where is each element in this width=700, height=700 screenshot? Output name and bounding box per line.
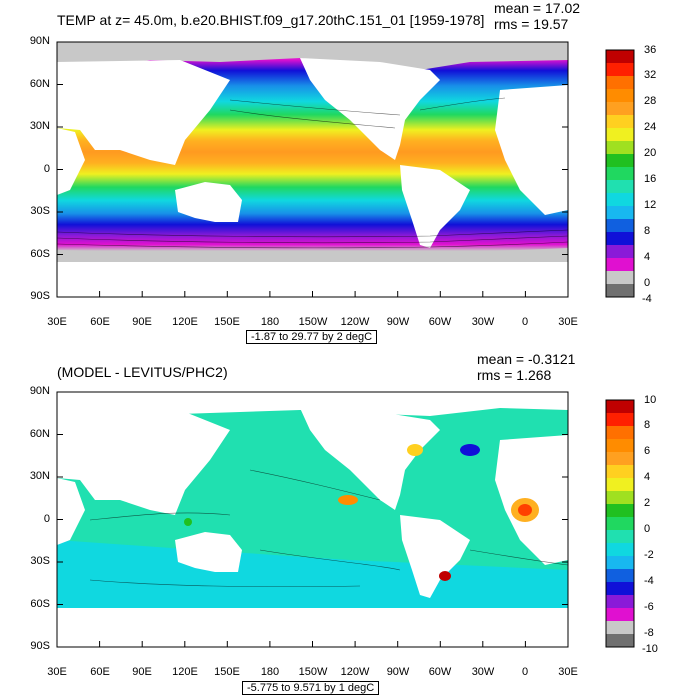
asia-land: [57, 60, 230, 165]
lon-label: 180: [260, 316, 280, 328]
lon-label: 90E: [132, 316, 152, 328]
cold-anomaly: [460, 444, 480, 456]
lon-label: 30E: [47, 316, 67, 328]
colorbar-label: 2: [644, 497, 651, 509]
australia: [175, 532, 242, 572]
panel-title: (MODEL - LEVITUS/PHC2): [57, 364, 228, 380]
lon-label: 60W: [428, 666, 452, 678]
colorbar-label: 8: [644, 419, 651, 431]
colorbar-label: 28: [644, 95, 657, 107]
warm-anomaly: [407, 444, 423, 456]
lat-label: 90S: [30, 290, 50, 302]
lat-label: 60N: [29, 78, 50, 90]
colorbar-label: -2: [644, 549, 654, 561]
difference-map: [56, 391, 635, 648]
lon-label: 120E: [172, 316, 198, 328]
lon-label: 90E: [132, 666, 152, 678]
contour-range-label: -1.87 to 29.77 by 2 degC: [246, 330, 378, 344]
lon-label: 60E: [90, 666, 110, 678]
colorbar-label: 32: [644, 69, 657, 81]
lon-label: 30W: [471, 316, 495, 328]
contour-lines: [56, 97, 569, 249]
axis-ticks: [56, 41, 569, 298]
lat-label: 90N: [29, 385, 50, 397]
colorbar-label: 6: [644, 445, 651, 457]
lon-label: 150W: [298, 666, 328, 678]
australia: [175, 182, 242, 222]
colorbar-label: 4: [644, 471, 651, 483]
lon-label: 180: [260, 666, 280, 678]
lat-label: 30N: [29, 470, 50, 482]
colorbar-label: 20: [644, 147, 657, 159]
lon-label: 150E: [214, 316, 240, 328]
lat-label: 30S: [30, 555, 50, 567]
asia-land: [57, 410, 230, 515]
rms-value: rms = 1.268: [477, 367, 552, 383]
axis-ticks: [56, 391, 569, 648]
mean-value: mean = -0.3121: [477, 351, 576, 367]
lon-label: 120W: [340, 666, 370, 678]
lon-label: 60W: [428, 316, 452, 328]
lon-label: 150E: [214, 666, 240, 678]
colorbar-label: -6: [644, 601, 654, 613]
lon-label: 90W: [386, 316, 410, 328]
south-america: [400, 515, 470, 598]
colorbar-label: -10: [642, 643, 658, 655]
lon-label: 30E: [558, 666, 578, 678]
lon-label: 120E: [172, 666, 198, 678]
south-america: [400, 165, 470, 248]
lat-label: 0: [43, 513, 50, 525]
colorbar-label: 12: [644, 199, 657, 211]
arctic-land: [57, 42, 568, 70]
colorbar-label: 10: [644, 394, 657, 406]
lon-label: 0: [521, 316, 529, 328]
africa-europe: [495, 85, 568, 215]
colorbar-label: -4: [642, 293, 652, 305]
temperature-panel: TEMP at z= 45.0m, b.e20.BHIST.f09_g17.20…: [29, 0, 657, 344]
mean-value: mean = 17.02: [494, 0, 581, 16]
lat-label: 60S: [30, 248, 50, 260]
lat-label: 60N: [29, 428, 50, 440]
lon-label: 120W: [340, 316, 370, 328]
colorbar-label: 0: [644, 523, 651, 535]
north-america: [300, 408, 440, 510]
lon-label: 30W: [471, 666, 495, 678]
rms-value: rms = 19.57: [494, 16, 569, 32]
colorbar-label: 16: [644, 173, 657, 185]
lat-label: 30N: [29, 120, 50, 132]
africa-east: [57, 128, 85, 195]
africa-east: [57, 478, 85, 545]
colorbar-label: 4: [644, 251, 651, 263]
lat-label: 0: [43, 163, 50, 175]
colorbar-label: 24: [644, 121, 657, 133]
north-america: [300, 58, 440, 160]
difference-colorbar: [605, 399, 635, 648]
lon-label: 150W: [298, 316, 328, 328]
colorbar-label: -8: [644, 627, 654, 639]
colorbar-label: 8: [644, 225, 651, 237]
temperature-colorbar: [605, 49, 635, 298]
contour-range-label: -5.775 to 9.571 by 1 degC: [242, 681, 380, 695]
lon-label: 0: [521, 666, 529, 678]
lat-label: 90N: [29, 35, 50, 47]
lon-label: 60E: [90, 316, 110, 328]
lon-label: 30E: [558, 316, 578, 328]
difference-panel: (MODEL - LEVITUS/PHC2) mean = -0.3121 rm…: [0, 350, 700, 700]
warm-anomaly: [338, 495, 358, 505]
colorbar-label: 0: [644, 277, 651, 289]
lon-label: 90W: [386, 666, 410, 678]
antarctica: [57, 248, 568, 262]
colorbar-label: 36: [644, 44, 657, 56]
colorbar-label: -4: [644, 575, 654, 587]
warm-anomaly: [439, 571, 451, 581]
temperature-map: [56, 41, 635, 298]
panel-title: TEMP at z= 45.0m, b.e20.BHIST.f09_g17.20…: [57, 12, 485, 28]
contour-lines: [89, 469, 569, 588]
lat-label: 30S: [30, 205, 50, 217]
lon-label: 30E: [47, 666, 67, 678]
lat-label: 90S: [30, 640, 50, 652]
lat-label: 60S: [30, 598, 50, 610]
